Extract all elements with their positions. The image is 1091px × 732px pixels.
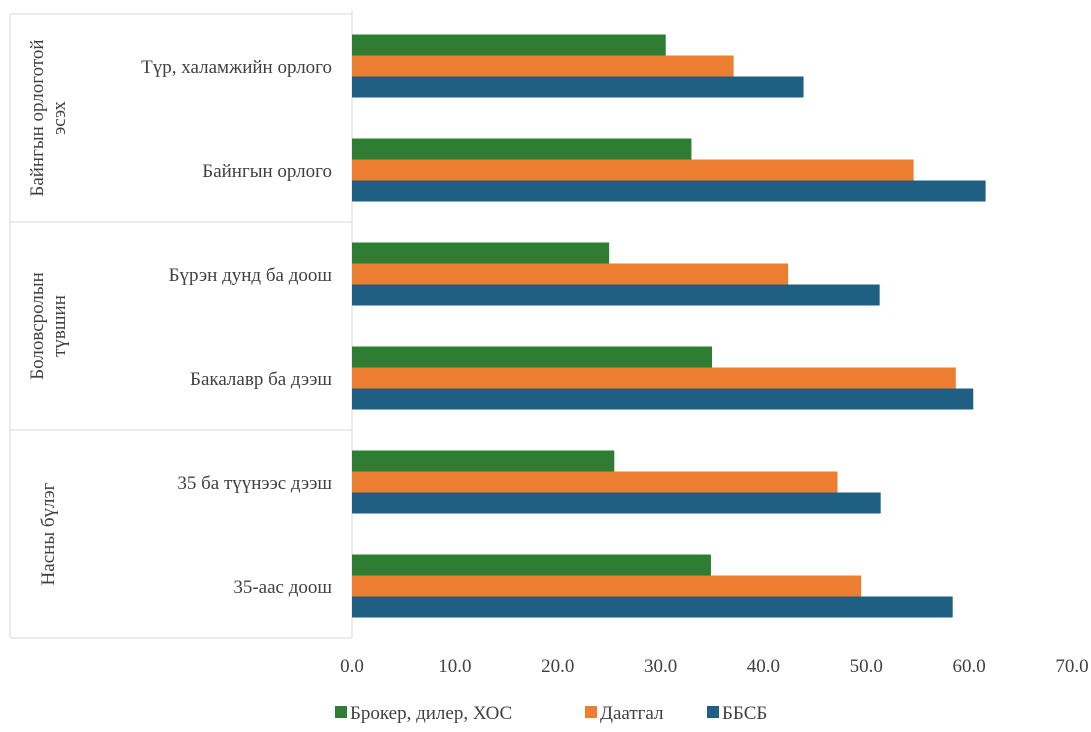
group-label: Байнгын орлоготойэсэх (27, 39, 70, 196)
legend-swatch (335, 706, 347, 718)
bar (352, 159, 914, 181)
legend-swatch (707, 706, 719, 718)
bar (352, 180, 986, 202)
bar (352, 450, 615, 472)
bar (352, 346, 712, 368)
legend-label: Даатгал (600, 703, 664, 724)
category-label: Түр, халамжийн орлого (141, 57, 332, 78)
legend-label: ББСБ (722, 703, 767, 724)
category-label: 35-аас доош (233, 577, 332, 598)
x-tick-label: 20.0 (541, 656, 574, 677)
category-label: Бакалавр ба дээш (190, 369, 332, 390)
bar (352, 76, 804, 98)
legend-swatch (585, 706, 597, 718)
bar (352, 492, 881, 514)
bar (352, 367, 956, 389)
category-label: 35 ба түүнээс дээш (177, 473, 332, 494)
bar (352, 34, 666, 56)
bar (352, 138, 692, 160)
bar (352, 471, 838, 493)
group-label: Боловсролынтүвшин (27, 272, 70, 380)
bar (352, 284, 880, 306)
group-label: Насны бүлэг (38, 482, 59, 585)
legend-label: Брокер, дилер, ХОС (350, 703, 512, 724)
bar (352, 554, 711, 576)
group-label-line: Боловсролын (27, 272, 48, 380)
x-tick-label: 60.0 (953, 656, 986, 677)
x-tick-label: 50.0 (850, 656, 883, 677)
group-label-line: түвшин (49, 295, 70, 357)
bar (352, 242, 610, 264)
x-tick-label: 70.0 (1055, 656, 1088, 677)
x-tick-label: 30.0 (644, 656, 677, 677)
group-label-line: эсэх (49, 101, 70, 135)
category-label: Бүрэн дунд ба доош (169, 265, 333, 286)
x-tick-label: 0.0 (340, 656, 364, 677)
bar (352, 55, 734, 77)
bar (352, 575, 862, 597)
group-label-line: Байнгын орлоготой (27, 39, 48, 196)
category-label: Байнгын орлого (202, 161, 332, 182)
x-tick-label: 40.0 (747, 656, 780, 677)
bar (352, 388, 974, 410)
bar (352, 263, 789, 285)
group-label-line: Насны бүлэг (38, 482, 59, 585)
x-tick-label: 10.0 (438, 656, 471, 677)
bar (352, 596, 953, 618)
